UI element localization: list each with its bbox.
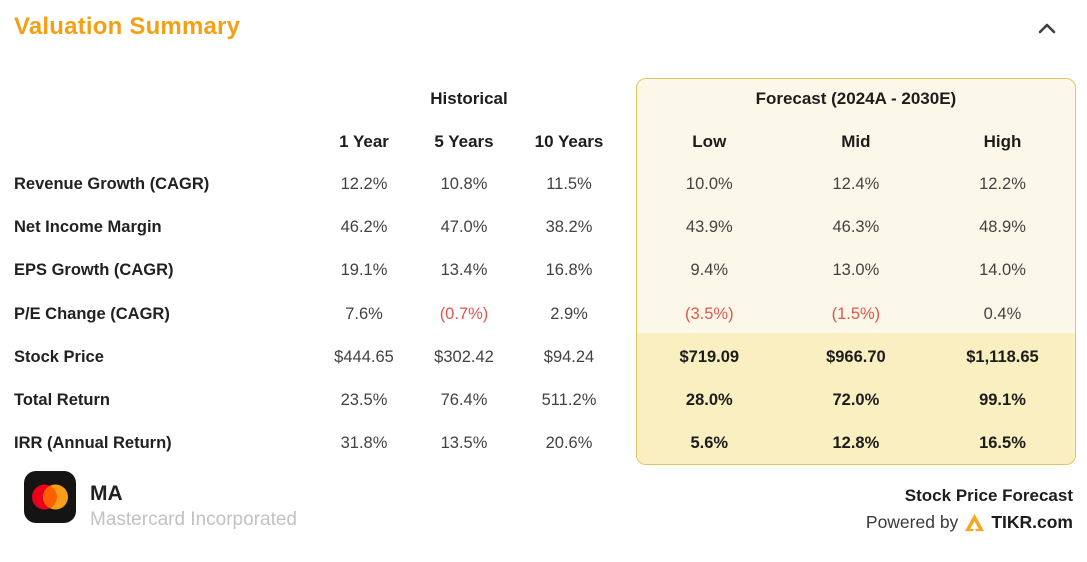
powered-by-label: Powered by [865,512,959,532]
row-label: Net Income Margin [14,218,162,237]
forecast-col-header-0: Low [692,131,727,151]
historical-value: 19.1% [340,261,388,280]
historical-value: 11.5% [546,175,592,194]
historical-value: 13.4% [440,261,488,280]
valuation-table: Historical Forecast (2024A - 2030E) 1 Year… [0,78,1087,465]
table-row: Revenue Growth (CAGR) 12.2% 10.8% 11.5% 10.0… [0,163,1087,206]
forecast-value: 43.9% [685,218,733,237]
historical-value: 38.2% [545,218,593,237]
forecast-value: $719.09 [679,347,740,366]
historical-group-header: Historical [430,89,508,108]
forecast-value: $966.70 [826,347,886,366]
group-header-row: Historical Forecast (2024A - 2030E) [0,78,1087,120]
table-row: IRR (Annual Return) 31.8% 13.5% 20.6% 5.6% 12… [0,422,1087,465]
forecast-panel [636,78,1076,465]
table-row: Total Return 23.5% 76.4% 511.2% 28.0% 72.0% 99… [0,379,1087,422]
column-header-row: 1 Year 5 Years 10 Years Low Mid High [0,120,1087,163]
forecast-value: (3.5%) [684,304,734,323]
forecast-value: 5.6% [690,434,729,453]
table-row: Net Income Margin 46.2% 47.0% 38.2% 43.9% 46.… [0,206,1087,249]
historical-value: 76.4% [440,391,488,410]
forecast-value: 28.0% [685,391,733,410]
tikr-brand-link[interactable]: TIKR.com [991,512,1073,532]
chevron-up-icon [1034,23,1060,45]
table-row: Stock Price $444.65 $302.42 $94.24 $719.09 $9… [0,336,1087,379]
row-label: IRR (Annual Return) [14,434,172,453]
row-label: Revenue Growth (CAGR) [14,175,210,194]
forecast-value: 9.4% [690,261,729,280]
historical-value: 20.6% [545,434,593,453]
forecast-value: 13.0% [832,261,880,280]
tikr-triangle-icon [964,513,985,532]
table-row: EPS Growth (CAGR) 19.1% 13.4% 16.8% 9.4% 13.0… [0,249,1087,292]
forecast-value: 0.4% [983,304,1022,323]
page-title: Valuation Summary [14,13,241,40]
mastercard-logo [24,471,76,528]
historical-value: 10.8% [440,175,488,194]
forecast-value: 48.9% [979,218,1026,237]
row-label: Stock Price [14,347,104,366]
historical-value: $302.42 [434,347,494,366]
historical-value: $444.65 [334,347,394,366]
company-name: Mastercard Incorporated [90,509,297,530]
forecast-value: 10.0% [685,175,733,194]
forecast-highlight-band [637,333,1075,464]
historical-value: 23.5% [340,391,388,410]
row-label: Total Return [14,391,110,410]
forecast-value: (1.5%) [831,304,881,323]
historical-col-header-1: 5 Years [434,131,494,151]
forecast-value: 12.4% [832,175,880,194]
forecast-value: 99.1% [979,391,1026,410]
forecast-value: 12.8% [832,434,880,453]
collapse-section-button[interactable] [1033,16,1061,44]
historical-col-header-0: 1 Year [339,131,389,151]
historical-value: (0.7%) [439,304,489,323]
forecast-value: $1,118.65 [966,347,1039,366]
ticker-symbol: MA [90,482,123,505]
branding-block: Stock Price Forecast Powered by TIKR.com [866,487,1073,533]
historical-value: 2.9% [550,304,588,323]
forecast-value: 14.0% [979,261,1026,280]
historical-value: 47.0% [440,218,488,237]
historical-value: 16.8% [545,261,593,280]
historical-value: $94.24 [543,347,595,366]
historical-value: 46.2% [340,218,388,237]
forecast-value: 72.0% [832,391,880,410]
footer-subtitle: Stock Price Forecast [904,486,1073,505]
row-label: P/E Change (CAGR) [14,304,170,323]
table-row: P/E Change (CAGR) 7.6% (0.7%) 2.9% (3.5%) (1.… [0,293,1087,336]
forecast-value: 46.3% [832,218,880,237]
historical-value: 13.5% [440,434,488,453]
company-block: MA Mastercard Incorporated [24,471,297,529]
historical-col-header-2: 10 Years [534,131,604,151]
historical-value: 511.2% [541,391,597,410]
row-label: EPS Growth (CAGR) [14,261,174,280]
forecast-col-header-2: High [983,131,1022,151]
forecast-group-header: Forecast (2024A - 2030E) [755,89,957,108]
forecast-value: 16.5% [979,434,1026,453]
historical-value: 7.6% [345,304,383,323]
forecast-value: 12.2% [979,175,1026,194]
historical-value: 12.2% [340,175,388,194]
historical-value: 31.8% [340,434,388,453]
forecast-col-header-1: Mid [841,131,871,151]
